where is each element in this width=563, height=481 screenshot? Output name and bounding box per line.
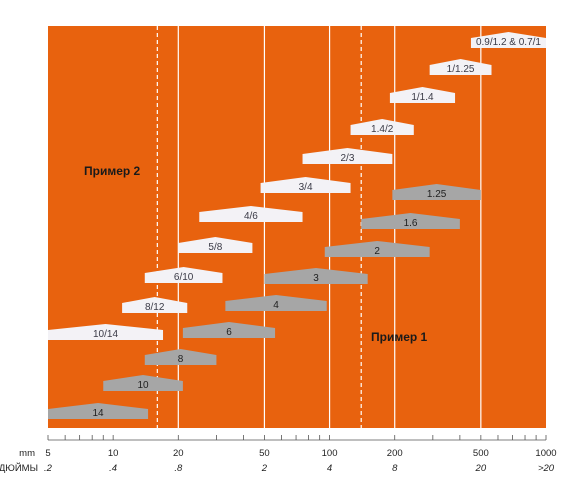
x-tick-label-inch: .4 bbox=[109, 463, 117, 474]
x-tick-label-inch: 20 bbox=[475, 463, 487, 474]
x-tick-label-mm: 10 bbox=[108, 448, 119, 459]
white-bar bbox=[122, 297, 188, 313]
white-bar bbox=[389, 87, 456, 103]
white-bar bbox=[302, 148, 393, 164]
grey-bar-label: 6 bbox=[226, 327, 232, 338]
grey-bar bbox=[144, 349, 217, 365]
x-tick-label-inch: .2 bbox=[44, 463, 53, 474]
white-bar-label: 6/10 bbox=[174, 272, 194, 283]
grey-bar bbox=[392, 184, 481, 200]
x-tick-label-inch: 2 bbox=[261, 463, 268, 474]
grey-bar bbox=[225, 295, 327, 311]
grey-bar-label: 1.6 bbox=[404, 218, 418, 229]
white-bar bbox=[48, 324, 164, 340]
white-bar bbox=[144, 267, 223, 283]
x-tick-label-mm: 500 bbox=[473, 448, 489, 459]
grey-bar bbox=[324, 241, 430, 257]
white-bar-label: 4/6 bbox=[244, 211, 258, 222]
x-tick-label-inch: 8 bbox=[392, 463, 398, 474]
white-bar bbox=[178, 237, 253, 253]
x-tick-label-mm: 50 bbox=[259, 448, 270, 459]
grey-bar bbox=[264, 268, 368, 284]
white-bar bbox=[199, 206, 303, 222]
white-bar bbox=[260, 177, 351, 193]
annotation-example-1: Пример 1 bbox=[371, 330, 428, 344]
white-bar bbox=[429, 59, 492, 75]
x-tick-label-inch: >20 bbox=[538, 463, 555, 474]
white-bar-label: 3/4 bbox=[299, 182, 313, 193]
white-bar-label: 0.9/1.2 & 0.7/1 bbox=[476, 37, 541, 48]
white-bar bbox=[470, 32, 546, 48]
white-bar-label: 8/12 bbox=[145, 302, 165, 313]
x-tick-label-inch: .8 bbox=[174, 463, 183, 474]
annotation-example-2: Пример 2 bbox=[84, 164, 141, 178]
grey-bar-label: 8 bbox=[178, 354, 184, 365]
grey-bar bbox=[361, 213, 460, 229]
grey-bar bbox=[48, 403, 149, 419]
white-bar-label: 2/3 bbox=[340, 153, 354, 164]
x-tick-label-mm: 200 bbox=[387, 448, 403, 459]
white-bar-label: 1.4/2 bbox=[371, 124, 394, 135]
white-bar-label: 10/14 bbox=[93, 329, 118, 340]
white-bar-label: 5/8 bbox=[208, 242, 222, 253]
x-tick-label-mm: 20 bbox=[173, 448, 184, 459]
x-tick-label-mm: 100 bbox=[322, 448, 338, 459]
white-bar bbox=[350, 119, 414, 135]
grey-bar bbox=[182, 322, 276, 338]
x-tick-label-mm: 5 bbox=[45, 448, 50, 459]
grey-bar-label: 2 bbox=[374, 246, 380, 257]
x-tick-label-mm: 1000 bbox=[535, 448, 556, 459]
grey-bar-label: 4 bbox=[273, 300, 279, 311]
plot-background bbox=[48, 26, 546, 428]
grey-bar-label: 10 bbox=[138, 380, 150, 391]
grey-bar-label: 1.25 bbox=[427, 189, 447, 200]
x-tick-label-inch: 4 bbox=[327, 463, 332, 474]
x-unit-mm: mm bbox=[19, 448, 35, 459]
grey-bar-label: 3 bbox=[313, 273, 319, 284]
grey-bar-label: 14 bbox=[92, 408, 104, 419]
white-bar-label: 1/1.25 bbox=[447, 64, 475, 75]
x-unit-inch: ДЮЙМЫ bbox=[0, 462, 38, 474]
grey-bar bbox=[103, 375, 183, 391]
white-bar-label: 1/1.4 bbox=[411, 92, 434, 103]
